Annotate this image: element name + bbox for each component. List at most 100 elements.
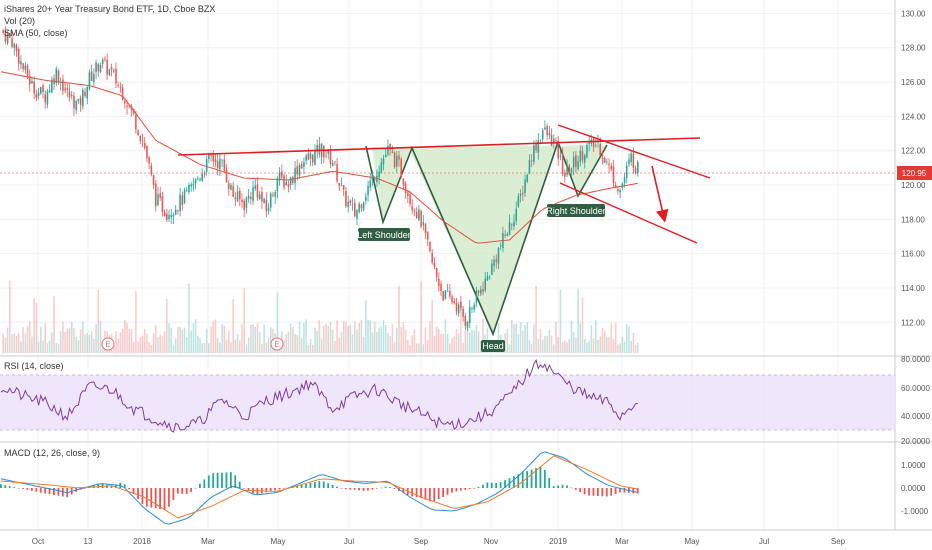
macd-histogram-bar (495, 482, 498, 488)
volume-bar (402, 322, 405, 353)
candle-body (329, 149, 332, 165)
candle-body (568, 165, 571, 175)
volume-bar (519, 322, 522, 353)
macd-histogram-bar (473, 488, 475, 489)
earnings-marker[interactable]: E (270, 337, 284, 351)
candle-body (121, 87, 124, 101)
macd-histogram-bar (433, 488, 436, 502)
candle-body (460, 302, 462, 309)
macd-histogram-bar (358, 488, 360, 491)
candle-body (482, 289, 484, 292)
candle-body (404, 183, 407, 194)
volume-bar (475, 324, 478, 353)
gridlines (0, 0, 895, 530)
macd-histogram-bar (393, 488, 396, 490)
candle-body (11, 38, 13, 47)
volume-bar (232, 299, 234, 353)
candle-body (415, 212, 418, 219)
candle-body (57, 70, 60, 83)
volume-bar (148, 342, 150, 353)
volume-bar (367, 319, 369, 353)
candle-body (426, 231, 429, 240)
candle-body (300, 163, 303, 169)
volume-bar (349, 324, 352, 353)
candle-body (201, 173, 203, 181)
candle-body (471, 308, 473, 310)
volume-bar (267, 337, 270, 353)
macd-histogram-bar (614, 488, 617, 494)
volume-bar (473, 330, 475, 353)
price-axis-ticks: 130.00 128.00 126.00 124.00 122.00 120.00 118.… (901, 9, 926, 327)
macd-histogram-bar (371, 488, 374, 490)
candle-body (157, 194, 159, 205)
svg-text:80.0000: 80.0000 (901, 355, 930, 364)
volume-bar (28, 320, 31, 353)
macd-histogram-bar (247, 488, 250, 491)
volume-bar (95, 324, 97, 353)
macd-histogram-bar (451, 488, 453, 493)
volume-bar (345, 322, 347, 353)
candle-body (422, 222, 425, 226)
volume-bar (11, 334, 13, 353)
candle-body (4, 30, 7, 42)
candle-body (504, 234, 506, 236)
macd-histogram-bar (597, 488, 599, 496)
candle-body (177, 209, 179, 211)
volume-bar (515, 323, 517, 353)
candle-body (446, 290, 449, 292)
time-tick-label: Nov (484, 537, 498, 546)
volume-bar (393, 341, 396, 353)
candle-body (579, 150, 582, 162)
volume-bar (555, 321, 557, 353)
volume-bar (477, 331, 480, 353)
candle-body (581, 151, 584, 161)
volume-bar (630, 341, 632, 353)
candle-body (24, 65, 27, 71)
macd-histogram-bar (583, 488, 586, 495)
volume-bar (336, 320, 338, 353)
candle-body (261, 192, 263, 202)
earnings-marker[interactable]: E (101, 337, 115, 351)
candle-body (475, 290, 478, 303)
svg-text:40.0000: 40.0000 (901, 412, 930, 421)
candle-body (367, 186, 369, 196)
candle-body (117, 85, 119, 86)
volume-bar (141, 335, 144, 353)
candle-body (528, 160, 531, 174)
svg-text:E: E (274, 340, 279, 349)
volume-bar (617, 344, 619, 353)
volume-bar (79, 329, 82, 353)
volume-bar (334, 340, 336, 353)
volume-bar (172, 344, 175, 353)
volume-bar (592, 338, 595, 353)
volume-bar (407, 339, 409, 353)
candle-body (508, 221, 511, 235)
volume-bar (75, 336, 77, 353)
candle-body (411, 206, 414, 211)
candle-body (544, 127, 546, 130)
candle-body (617, 189, 619, 192)
volume-bar (243, 288, 245, 353)
candle-body (274, 191, 276, 197)
macd-histogram-bar (199, 483, 201, 488)
macd-histogram-bar (128, 488, 131, 490)
candle-body (205, 159, 208, 172)
candle-body (435, 267, 438, 277)
volume-bar (294, 333, 296, 353)
volume-bar (561, 342, 564, 353)
candle-body (130, 106, 133, 110)
macd-histogram-bar (137, 488, 139, 500)
macd-histogram-bar (548, 478, 551, 488)
macd-histogram-bar (278, 488, 281, 490)
volume-bar (159, 335, 161, 353)
candle-body (115, 68, 117, 84)
volume-bar (119, 332, 122, 353)
volume-bar (170, 327, 173, 353)
candle-body (495, 259, 498, 262)
volume-bar (371, 332, 374, 353)
volume-bar (42, 340, 44, 353)
candle-body (559, 155, 562, 157)
candle-body (546, 126, 548, 136)
volume-bar (208, 343, 210, 353)
candle-body (524, 179, 526, 193)
